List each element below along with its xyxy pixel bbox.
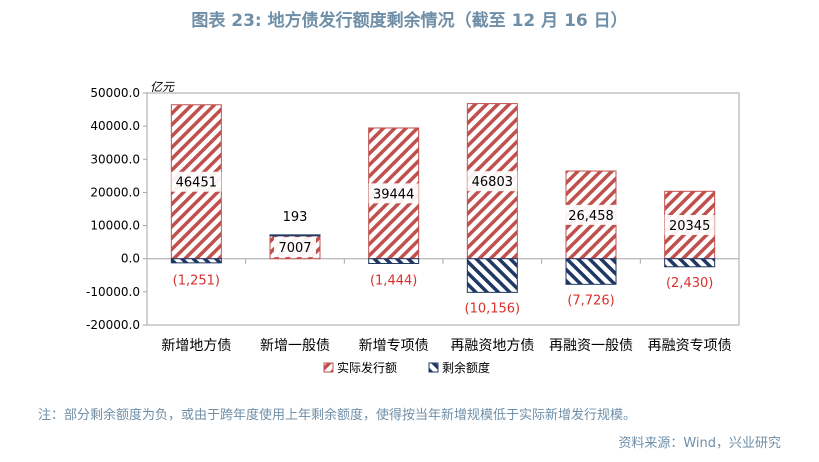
legend-label-actual: 实际发行额 bbox=[337, 360, 397, 375]
legend-swatch-remaining bbox=[428, 362, 439, 373]
y-tick-label: 50000.0 bbox=[90, 86, 140, 100]
data-label-remaining: (2,430) bbox=[666, 276, 713, 291]
x-category-label: 新增专项债 bbox=[359, 338, 429, 354]
x-category-label: 再融资专项债 bbox=[648, 338, 732, 354]
data-label-actual: 26,458 bbox=[568, 209, 614, 224]
data-label-bg bbox=[664, 214, 715, 235]
data-label-actual: 39444 bbox=[373, 187, 414, 202]
y-tick-label: 10000.0 bbox=[90, 219, 140, 233]
data-label-actual: 46803 bbox=[472, 175, 513, 190]
data-label-remaining: (1,251) bbox=[173, 274, 220, 289]
data-label-bg bbox=[368, 183, 419, 204]
data-label-actual: 46451 bbox=[176, 176, 217, 191]
data-label-bg bbox=[171, 171, 222, 192]
y-unit-label: 亿元 bbox=[150, 80, 175, 94]
bar-chart: -20000.0 -10000.0 0.0 10000.0 20000.0 30000.0… bbox=[86, 80, 740, 375]
data-label-bg bbox=[274, 237, 316, 258]
x-category-label: 新增地方债 bbox=[161, 338, 231, 354]
y-tick-label: -20000.0 bbox=[86, 318, 140, 332]
x-category-label: 再融资地方债 bbox=[450, 338, 534, 354]
data-label-actual: 7007 bbox=[278, 241, 311, 256]
bar-remaining-quota bbox=[466, 258, 518, 293]
bar-remaining-quota bbox=[269, 234, 321, 237]
data-label-remaining: (1,444) bbox=[370, 274, 417, 289]
y-tick-label: 0.0 bbox=[121, 252, 140, 266]
plot-area-frame bbox=[146, 92, 740, 326]
bar-remaining-quota bbox=[664, 258, 716, 268]
footnote: 注：部分剩余额度为负，或由于跨年度使用上年剩余额度，使得按当年新增规模低于实际新… bbox=[38, 408, 637, 423]
y-tick-label: 20000.0 bbox=[90, 185, 140, 199]
x-category-label: 再融资一般债 bbox=[549, 338, 633, 354]
bar-remaining-quota bbox=[565, 258, 617, 285]
data-label-remaining: (10,156) bbox=[465, 301, 521, 316]
legend-label-remaining: 剩余额度 bbox=[442, 360, 490, 375]
y-tick-label: -10000.0 bbox=[86, 285, 140, 299]
y-tick-label: 40000.0 bbox=[90, 119, 140, 133]
data-label-bg bbox=[467, 171, 518, 192]
bar-remaining-quota bbox=[368, 258, 420, 265]
bar-remaining-quota bbox=[170, 258, 222, 264]
y-tick-label: 30000.0 bbox=[90, 152, 140, 166]
legend-swatch-actual bbox=[323, 362, 334, 373]
chart-title: 图表 23: 地方债发行额度剩余情况（截至 12 月 16 日） bbox=[191, 11, 628, 31]
x-category-label: 新增一般债 bbox=[260, 338, 330, 354]
data-label-remaining: 193 bbox=[283, 210, 308, 225]
data-label-actual: 20345 bbox=[669, 219, 710, 234]
source-credit: 资料来源：Wind，兴业研究 bbox=[618, 436, 781, 451]
data-label-remaining: (7,726) bbox=[567, 293, 614, 308]
data-label-bg bbox=[562, 204, 620, 225]
